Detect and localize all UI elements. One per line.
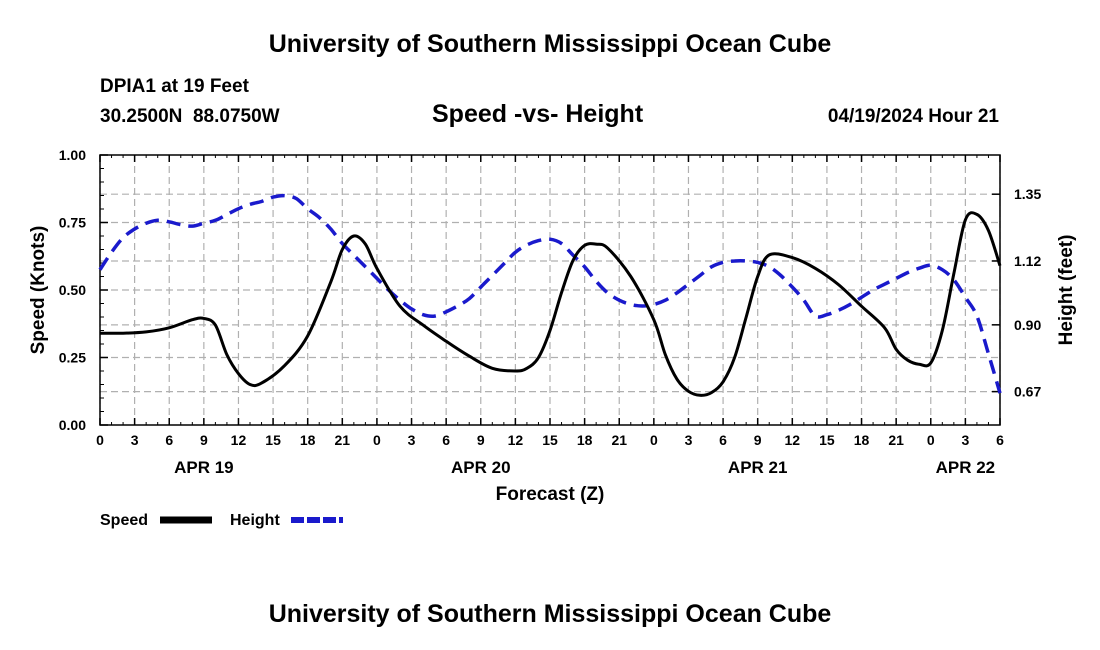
y-left-tick-label: 0.75 (59, 215, 86, 231)
x-tick-label: 21 (888, 432, 904, 448)
y-left-tick-label: 0.50 (59, 282, 86, 298)
y-axis-right-title: Height (feet) (1056, 235, 1077, 346)
day-label: APR 21 (728, 458, 788, 477)
day-label: APR 20 (451, 458, 511, 477)
x-axis-title: Forecast (Z) (496, 484, 605, 505)
y-right-tick-label: 0.67 (1014, 384, 1041, 400)
x-tick-label: 18 (854, 432, 870, 448)
x-tick-label: 6 (996, 432, 1004, 448)
y-right-tick-label: 1.35 (1014, 186, 1041, 202)
x-tick-label: 3 (131, 432, 139, 448)
chart-grid (99, 155, 1001, 425)
x-tick-label: 9 (477, 432, 485, 448)
x-tick-label: 18 (300, 432, 316, 448)
x-tick-label: 15 (819, 432, 835, 448)
x-tick-label: 12 (785, 432, 801, 448)
x-tick-label: 3 (961, 432, 969, 448)
x-tick-label: 3 (408, 432, 416, 448)
day-label: APR 19 (174, 458, 234, 477)
y-left-tick-label: 0.00 (59, 417, 86, 433)
x-tick-label: 6 (165, 432, 173, 448)
speed-series-line (99, 211, 1002, 397)
y-right-tick-label: 0.90 (1014, 317, 1041, 333)
x-tick-label: 0 (373, 432, 381, 448)
legend: Speed Height (100, 512, 343, 529)
x-tick-label: 21 (335, 432, 351, 448)
axis-ticks (99, 154, 1001, 426)
x-tick-label: 9 (200, 432, 208, 448)
x-tick-label: 3 (685, 432, 693, 448)
page-title: University of Southern Mississippi Ocean… (268, 30, 832, 58)
y-axis-left-title: Speed (Knots) (28, 226, 49, 355)
x-tick-label: 12 (231, 432, 247, 448)
x-tick-label: 12 (508, 432, 524, 448)
footer-title: University of Southern Mississippi Ocean… (268, 600, 832, 628)
y-left-tick-label: 0.25 (59, 350, 86, 366)
legend-height-label: Height (230, 512, 280, 529)
x-tick-label: 15 (265, 432, 281, 448)
chart-title: Speed -vs- Height (432, 100, 644, 128)
x-tick-label: 15 (542, 432, 558, 448)
x-tick-label: 0 (96, 432, 104, 448)
forecast-datetime: 04/19/2024 Hour 21 (827, 106, 999, 127)
legend-speed-label: Speed (100, 512, 148, 529)
x-tick-label: 18 (577, 432, 593, 448)
x-tick-label: 6 (442, 432, 450, 448)
x-tick-label: 0 (927, 432, 935, 448)
x-tick-label: 6 (719, 432, 727, 448)
y-right-tick-label: 1.12 (1014, 253, 1041, 269)
height-series-line (98, 193, 1002, 394)
axis-labels: 0 3 6 9 12 15 18 21 0 3 6 9 12 15 18 21 0 3 6 9 12 15 18 21 0 3 6A… (59, 147, 1042, 477)
station-coordinates: 30.2500N 88.0750W (100, 106, 280, 127)
y-left-tick-label: 1.00 (59, 147, 86, 163)
station-label: DPIA1 at 19 Feet (100, 76, 249, 97)
x-tick-label: 9 (754, 432, 762, 448)
x-tick-label: 21 (611, 432, 627, 448)
day-label: APR 22 (936, 458, 996, 477)
x-tick-label: 0 (650, 432, 658, 448)
